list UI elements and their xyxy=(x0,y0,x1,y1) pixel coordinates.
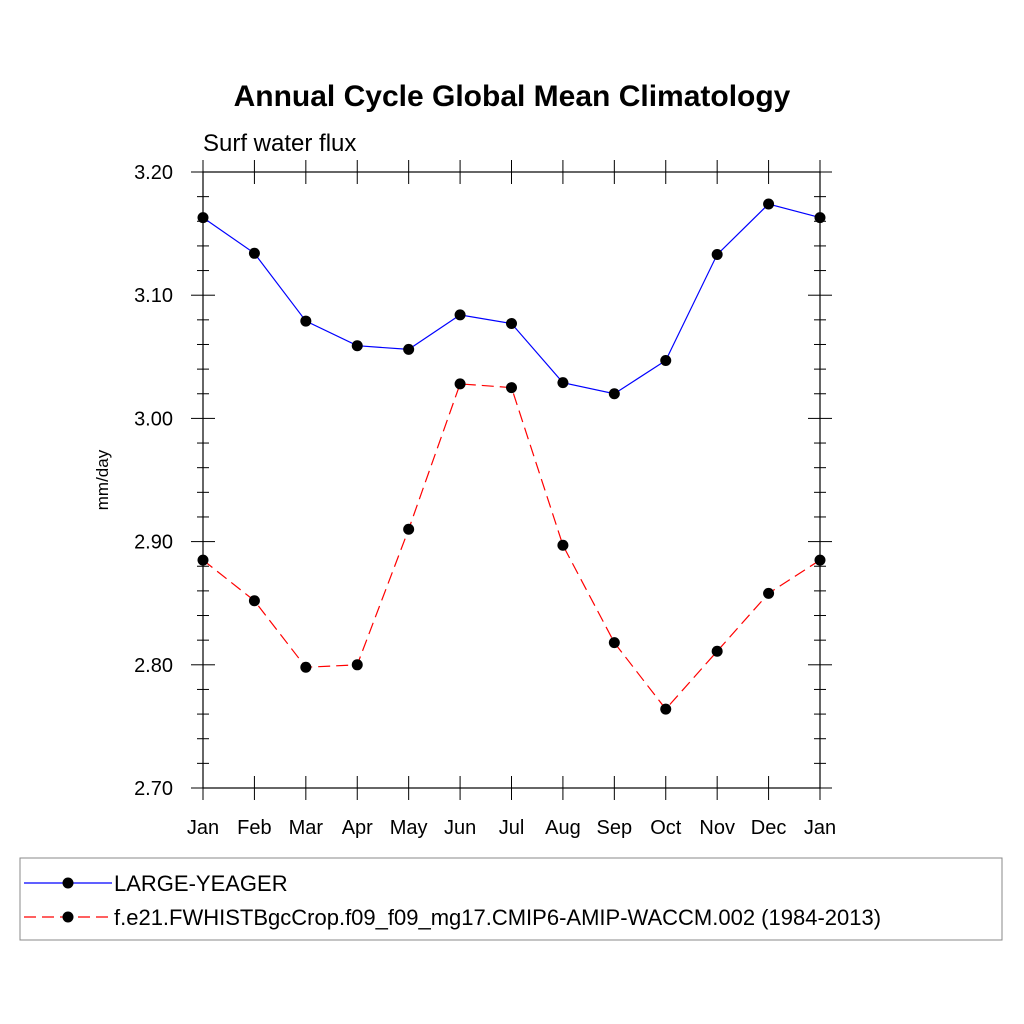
data-point xyxy=(660,354,672,366)
y-tick-labels: 2.70 2.80 2.90 3.00 3.10 3.20 xyxy=(134,162,173,800)
x-tick-label: Jun xyxy=(444,817,476,839)
legend-marker xyxy=(62,911,74,923)
series-2 xyxy=(197,378,826,715)
data-point xyxy=(351,659,363,671)
data-point xyxy=(814,212,826,224)
data-point xyxy=(557,539,569,551)
x-tick-label: Feb xyxy=(237,817,271,839)
y-tick-label: 2.90 xyxy=(134,532,173,554)
series-layer xyxy=(197,198,826,715)
x-tick-label: Nov xyxy=(699,817,735,839)
plot-frame xyxy=(202,171,821,789)
x-tick-label: Jul xyxy=(499,817,525,839)
x-tick-label: Jan xyxy=(187,817,219,839)
data-point xyxy=(248,247,260,259)
y-axis-label: mm/day xyxy=(93,449,112,510)
data-point xyxy=(300,661,312,673)
y-tick-label: 3.20 xyxy=(134,162,173,184)
series-line xyxy=(202,383,821,711)
x-tick-label: Sep xyxy=(597,817,633,839)
series-line xyxy=(202,203,821,395)
y-tick-label: 3.10 xyxy=(134,285,173,307)
x-tick-label: Jan xyxy=(804,817,836,839)
data-point xyxy=(814,554,826,566)
data-point xyxy=(403,523,415,535)
data-point xyxy=(300,315,312,327)
legend-label: LARGE-YEAGER xyxy=(114,871,288,896)
x-tick-label: May xyxy=(390,817,428,839)
x-tick-label: Oct xyxy=(650,817,682,839)
data-point xyxy=(711,645,723,657)
data-point xyxy=(557,377,569,389)
y-tick-label: 3.00 xyxy=(134,408,173,430)
data-point xyxy=(197,554,209,566)
axis-ticks xyxy=(191,160,832,800)
data-point xyxy=(660,703,672,715)
x-tick-label: Mar xyxy=(289,817,324,839)
data-point xyxy=(763,587,775,599)
legend-label: f.e21.FWHISTBgcCrop.f09_f09_mg17.CMIP6-A… xyxy=(114,905,881,930)
data-point xyxy=(454,378,466,390)
data-point xyxy=(506,318,517,330)
data-point xyxy=(454,309,466,321)
legend-box xyxy=(19,857,1003,941)
chart-title: Annual Cycle Global Mean Climatology xyxy=(234,80,791,113)
data-point xyxy=(197,212,209,224)
data-point xyxy=(248,595,260,607)
x-tick-label: Dec xyxy=(751,817,787,839)
data-point xyxy=(608,637,620,649)
x-tick-label: Aug xyxy=(545,817,581,839)
legend-marker xyxy=(62,877,74,889)
x-tick-label: Apr xyxy=(342,817,373,839)
data-point xyxy=(351,340,363,352)
data-point xyxy=(506,382,517,394)
data-point xyxy=(403,343,415,355)
x-tick-labels: Jan Feb Mar Apr May Jun Jul Aug Sep Oct Nov Dec Jan xyxy=(187,817,836,839)
data-point xyxy=(608,388,620,400)
series-1 xyxy=(197,198,826,400)
data-point xyxy=(711,249,723,261)
data-point xyxy=(763,198,775,210)
y-tick-label: 2.70 xyxy=(134,778,173,800)
chart-subtitle: Surf water flux xyxy=(203,130,356,157)
legend: LARGE-YEAGER f.e21.FWHISTBgcCrop.f09_f09_… xyxy=(24,871,881,930)
y-tick-label: 2.80 xyxy=(134,655,173,677)
